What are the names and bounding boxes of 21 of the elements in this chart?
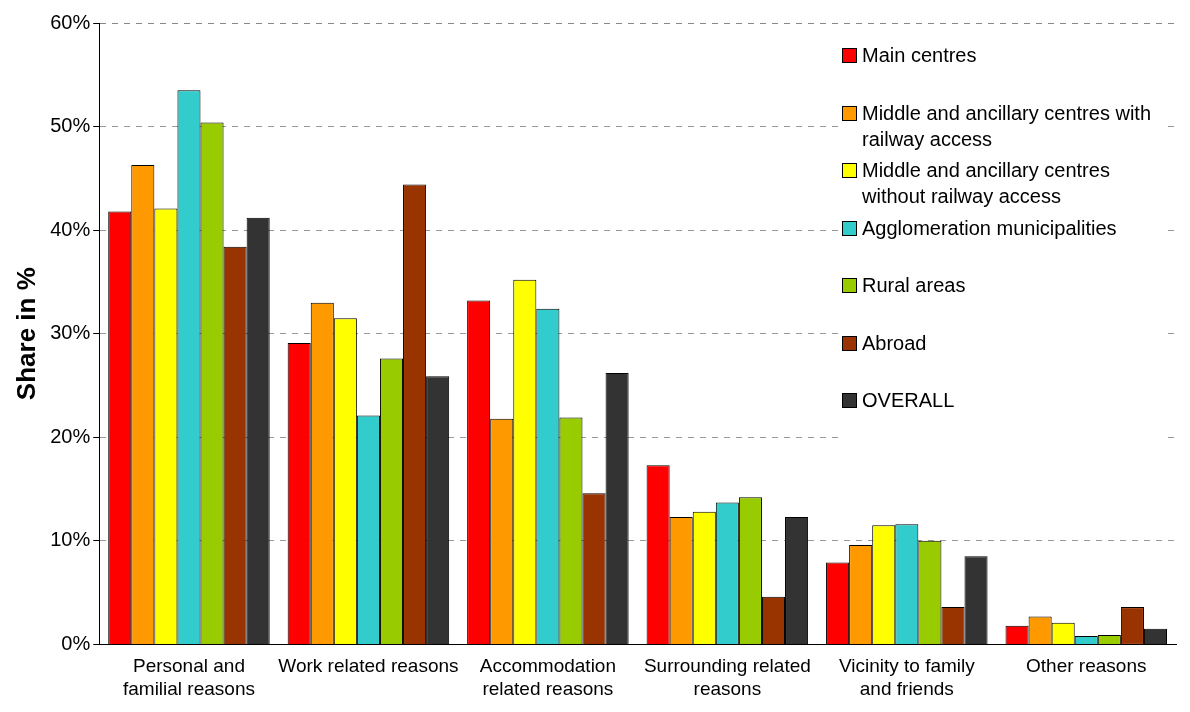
y-tick-label: 50% (50, 114, 91, 137)
y-tick-label: 20% (50, 424, 91, 447)
y-axis-title: Share in % (10, 267, 41, 401)
legend-label: Main centres (862, 43, 977, 68)
y-tick-label: 10% (50, 528, 91, 551)
y-tick-label: 0% (61, 631, 91, 654)
legend-label: Abroad (862, 330, 927, 356)
legend-label: Middle and ancillary centres without railway access (862, 158, 1111, 209)
legend-label: Agglomeration municipalities (862, 215, 1117, 241)
x-tick-label: Other reasons (1026, 655, 1147, 677)
legend-label: Rural areas (862, 273, 966, 298)
x-tick-label: Work related reasons (278, 655, 459, 677)
y-tick-label: 30% (50, 321, 91, 344)
x-tick-label: Personal and familial reasons (122, 655, 255, 699)
legend-label: Middle and ancillary centres with railway access (862, 100, 1153, 152)
x-tick-label: Vicinity to family and friends (838, 655, 976, 699)
y-tick-label: 40% (50, 217, 91, 240)
legend-label: OVERALL (862, 388, 955, 413)
x-tick-label: Surrounding related reasons (643, 655, 811, 699)
x-tick-label: Accommodation related reasons (479, 655, 616, 699)
y-tick-label: 60% (50, 10, 91, 33)
